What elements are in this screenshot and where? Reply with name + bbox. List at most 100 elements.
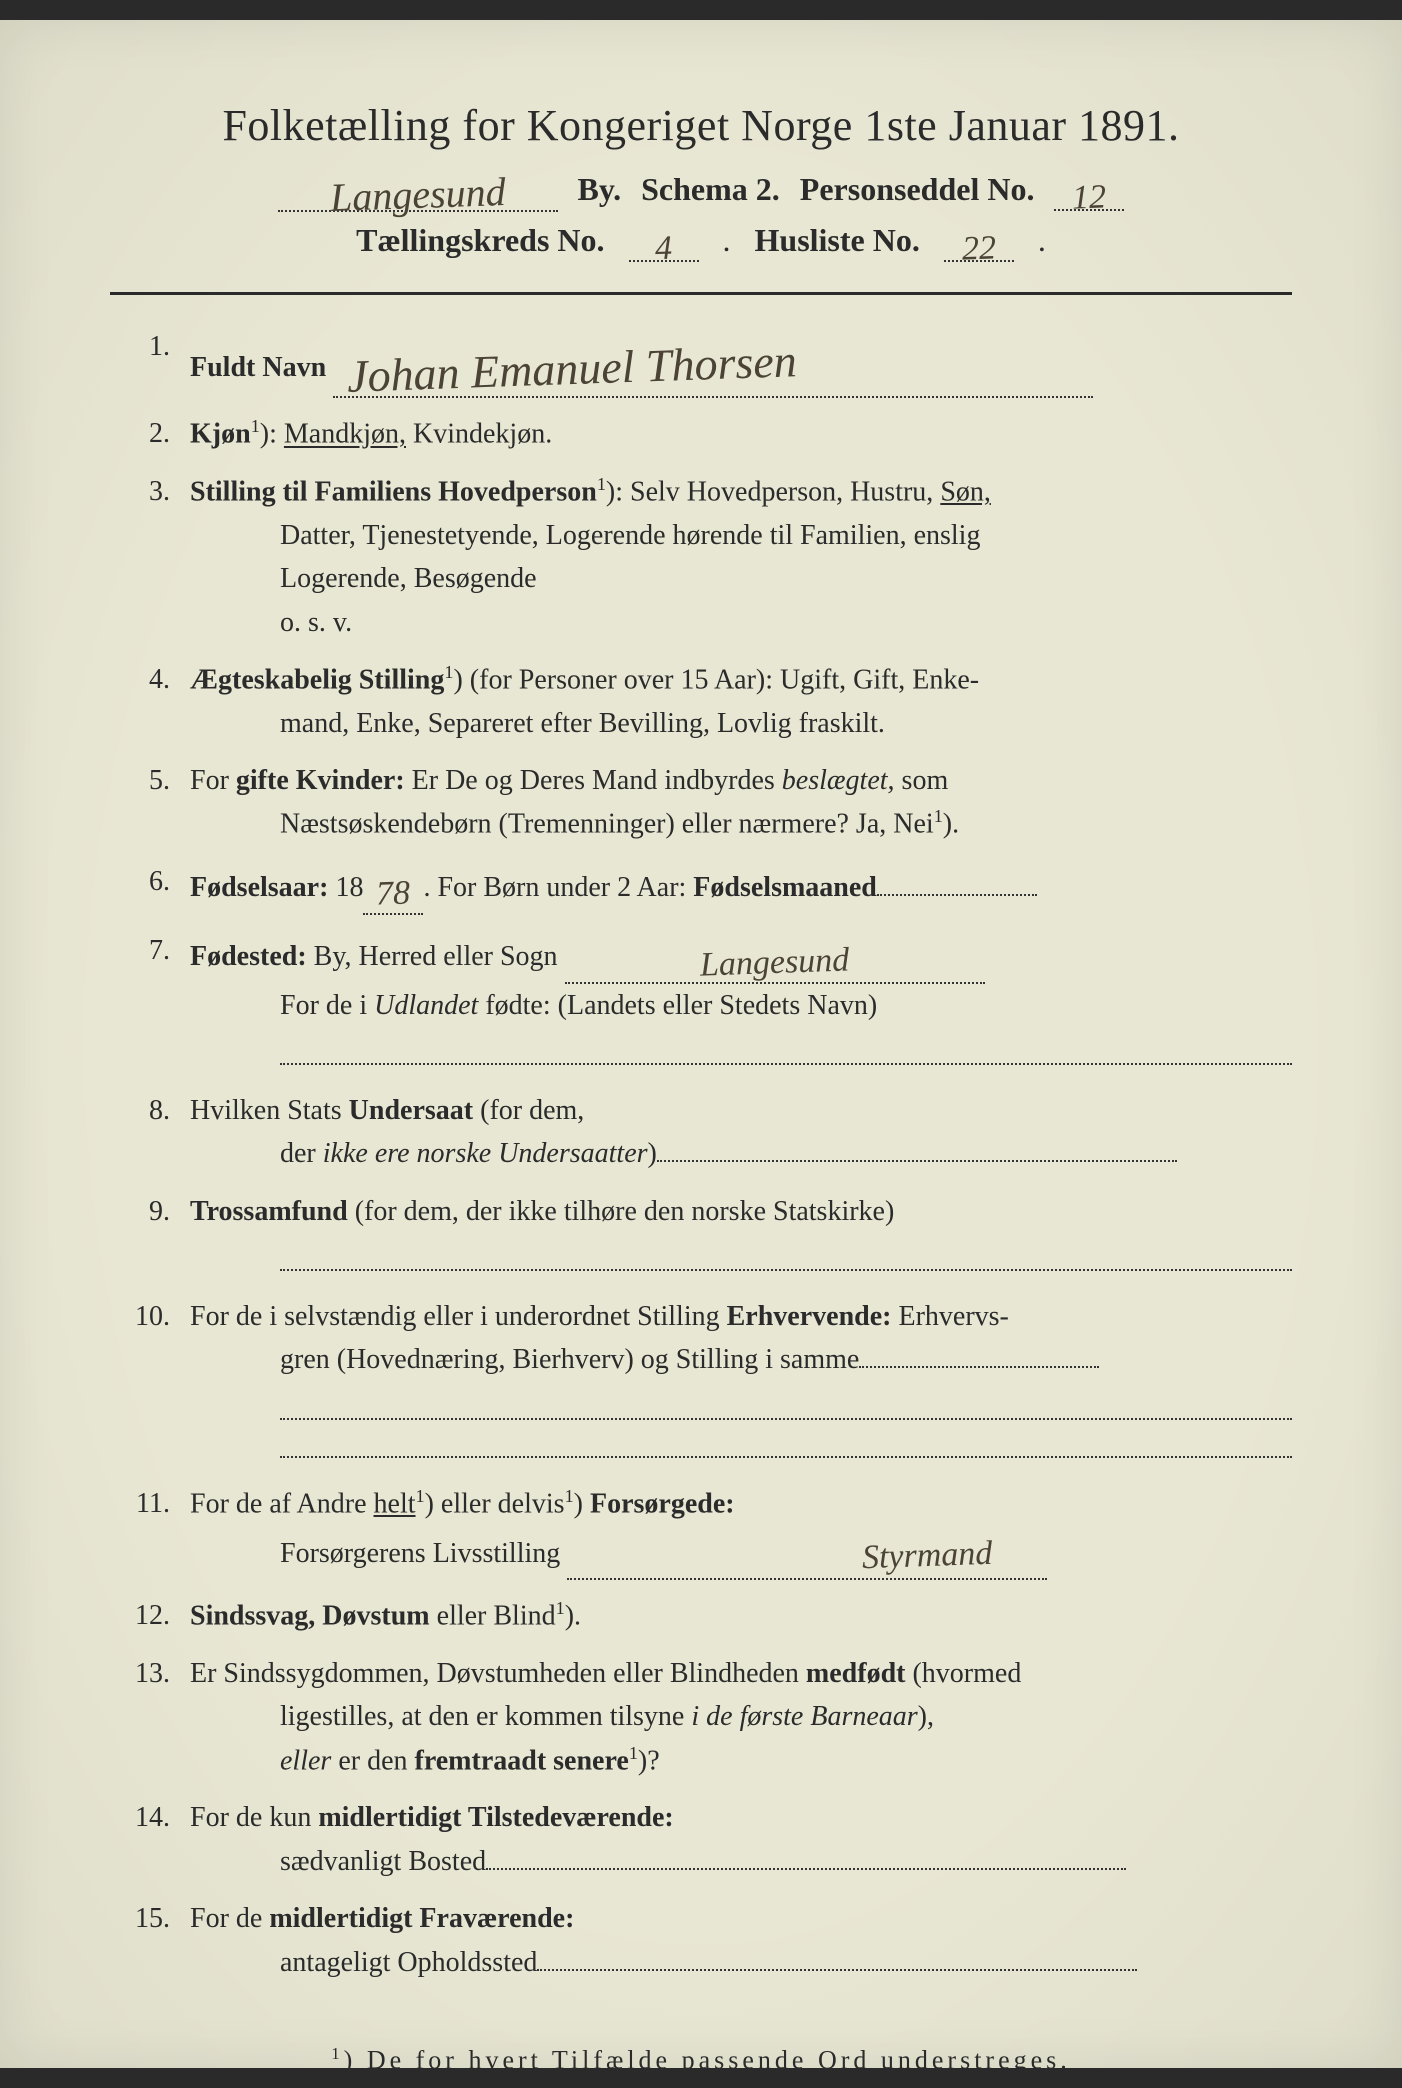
italic: beslægtet, xyxy=(782,765,895,796)
text: Er Sindssygdommen, Døvstumheden eller Bl… xyxy=(190,1658,806,1689)
item-13: 13. Er Sindssygdommen, Døvstumheden elle… xyxy=(120,1652,1292,1783)
label-tilstede: midlertidigt Tilstedeværende: xyxy=(318,1802,673,1833)
label-sindssvag: Sindssvag, Døvstum xyxy=(190,1601,430,1632)
item-num: 3. xyxy=(120,470,170,644)
blank-inline xyxy=(537,1943,1137,1971)
year-field: 78 xyxy=(363,860,423,915)
footnote-sup: 1 xyxy=(331,2044,343,2063)
mid: ) eller delvis xyxy=(425,1488,565,1519)
blank-inline xyxy=(859,1340,1099,1368)
city-handwritten: Langesund xyxy=(329,168,506,221)
person-no-field: 12 xyxy=(1054,171,1124,211)
after: (for dem, der ikke tilhøre den norske St… xyxy=(348,1196,895,1227)
blank-line xyxy=(280,1037,1292,1065)
sup: 1 xyxy=(565,1486,574,1506)
after2: som xyxy=(895,765,949,796)
item-num: 1. xyxy=(120,325,170,398)
after: Erhvervs- xyxy=(891,1301,1008,1332)
cont-line: Datter, Tjenestetyende, Logerende hørend… xyxy=(190,514,1292,557)
footnote-text: ) De for hvert Tilfælde passende Ord und… xyxy=(344,2046,1071,2075)
blank-line xyxy=(280,1430,1292,1458)
text: Hvilken Stats xyxy=(190,1095,349,1126)
item-num: 11. xyxy=(120,1482,170,1580)
kreds-no-field: 4 xyxy=(629,222,699,262)
header-line-3: Tællingskreds No. 4 . Husliste No. 22 . xyxy=(110,222,1292,262)
cont-line: sædvanligt Bosted xyxy=(190,1840,1292,1883)
divider xyxy=(110,292,1292,295)
item-body: For de midlertidigt Fraværende: antageli… xyxy=(190,1897,1292,1984)
cont-line: gren (Hovednæring, Bierhverv) og Stillin… xyxy=(190,1338,1292,1381)
label-kjon: Kjøn xyxy=(190,419,251,450)
item-body: Er Sindssygdommen, Døvstumheden eller Bl… xyxy=(190,1652,1292,1783)
census-form-page: Folketælling for Kongeriget Norge 1ste J… xyxy=(0,20,1402,2068)
cont-italic: Udlandet xyxy=(374,990,478,1021)
cont-label: fremtraadt senere xyxy=(415,1745,629,1776)
item-10: 10. For de i selvstændig eller i underor… xyxy=(120,1295,1292,1468)
place-field: Langesund xyxy=(565,929,985,984)
cont-italic: ikke ere norske Undersaatter xyxy=(323,1138,648,1169)
sup: 1 xyxy=(597,474,606,494)
label-fodested: Fødested: xyxy=(190,941,307,972)
label-gifte: gifte Kvinder: xyxy=(236,765,405,796)
item-15: 15. For de midlertidigt Fraværende: anta… xyxy=(120,1897,1292,1984)
label-husliste: Husliste No. xyxy=(755,222,920,259)
item-num: 14. xyxy=(120,1796,170,1883)
option-mandkjon: Mandkjøn, xyxy=(284,419,406,450)
cont-pre: ligestilles, at den er kommen tilsyne xyxy=(280,1701,691,1732)
after: (for dem, xyxy=(473,1095,584,1126)
cont-after: fødte: (Landets eller Stedets Navn) xyxy=(478,990,877,1021)
label-fravaerende: midlertidigt Fraværende: xyxy=(269,1903,574,1934)
cont-text: Forsørgerens Livsstilling xyxy=(280,1538,560,1569)
sup: 1 xyxy=(556,1598,565,1618)
blank-line xyxy=(280,1392,1292,1420)
item-body: For de af Andre helt1) eller delvis1) Fo… xyxy=(190,1482,1292,1580)
city-field: Langesund xyxy=(278,163,558,212)
item-6: 6. Fødselsaar: 1878. For Børn under 2 Aa… xyxy=(120,860,1292,915)
footnote: 1) De for hvert Tilfælde passende Ord un… xyxy=(110,2044,1292,2076)
year-hw: 78 xyxy=(376,868,412,922)
cont-line: Logerende, Besøgende xyxy=(190,557,1292,600)
blank-inline xyxy=(486,1842,1126,1870)
text: For de kun xyxy=(190,1802,318,1833)
item-num: 13. xyxy=(120,1652,170,1783)
items-list: 1. Fuldt Navn Johan Emanuel Thorsen 2. K… xyxy=(110,325,1292,1984)
item-body: Ægteskabelig Stilling1) (for Personer ov… xyxy=(190,658,1292,745)
label-fuldt-navn: Fuldt Navn xyxy=(190,352,326,383)
item-num: 8. xyxy=(120,1089,170,1176)
item-11: 11. For de af Andre helt1) eller delvis1… xyxy=(120,1482,1292,1580)
cont-line: Forsørgerens Livsstilling Styrmand xyxy=(190,1526,1292,1581)
option-son: Søn, xyxy=(940,476,991,507)
cont-after: ) xyxy=(648,1138,657,1169)
item-num: 12. xyxy=(120,1594,170,1638)
item-body: For de i selvstændig eller i underordnet… xyxy=(190,1295,1292,1468)
month-field xyxy=(877,868,1037,896)
cont-line: ligestilles, at den er kommen tilsyne i … xyxy=(190,1695,1292,1738)
person-no: 12 xyxy=(1072,178,1107,217)
item-9: 9. Trossamfund (for dem, der ikke tilhør… xyxy=(120,1190,1292,1281)
item-body: For de kun midlertidigt Tilstedeværende:… xyxy=(190,1796,1292,1883)
item-body: Fødested: By, Herred eller Sogn Langesun… xyxy=(190,929,1292,1075)
sup: 1 xyxy=(251,416,260,436)
cont-pre: der xyxy=(280,1138,323,1169)
item-body: For gifte Kvinder: Er De og Deres Mand i… xyxy=(190,759,1292,846)
item-num: 9. xyxy=(120,1190,170,1281)
sup: 1 xyxy=(416,1486,425,1506)
item-num: 4. xyxy=(120,658,170,745)
cont-line: eller er den fremtraadt senere1)? xyxy=(190,1739,1292,1783)
label-undersaat: Undersaat xyxy=(349,1095,473,1126)
after: 18 xyxy=(328,872,363,903)
item-body: Hvilken Stats Undersaat (for dem, der ik… xyxy=(190,1089,1292,1176)
cont-italic: eller xyxy=(280,1745,331,1776)
item-7: 7. Fødested: By, Herred eller Sogn Lange… xyxy=(120,929,1292,1075)
item-num: 10. xyxy=(120,1295,170,1468)
label-forsorgede: Forsørgede: xyxy=(590,1488,735,1519)
item-num: 2. xyxy=(120,412,170,456)
cont-text: antageligt Opholdssted xyxy=(280,1947,537,1978)
after2: . For Børn under 2 Aar: xyxy=(423,872,693,903)
label-fodsmaaned: Fødselsmaaned xyxy=(693,872,877,903)
after: ) (for Personer over 15 Aar): Ugift, Gif… xyxy=(453,664,979,695)
blank-inline xyxy=(657,1134,1177,1162)
cont-italic: i de første Barneaar xyxy=(691,1701,917,1732)
item-2: 2. Kjøn1): Mandkjøn, Kvindekjøn. xyxy=(120,412,1292,456)
item-body: Sindssvag, Døvstum eller Blind1). xyxy=(190,1594,1292,1638)
